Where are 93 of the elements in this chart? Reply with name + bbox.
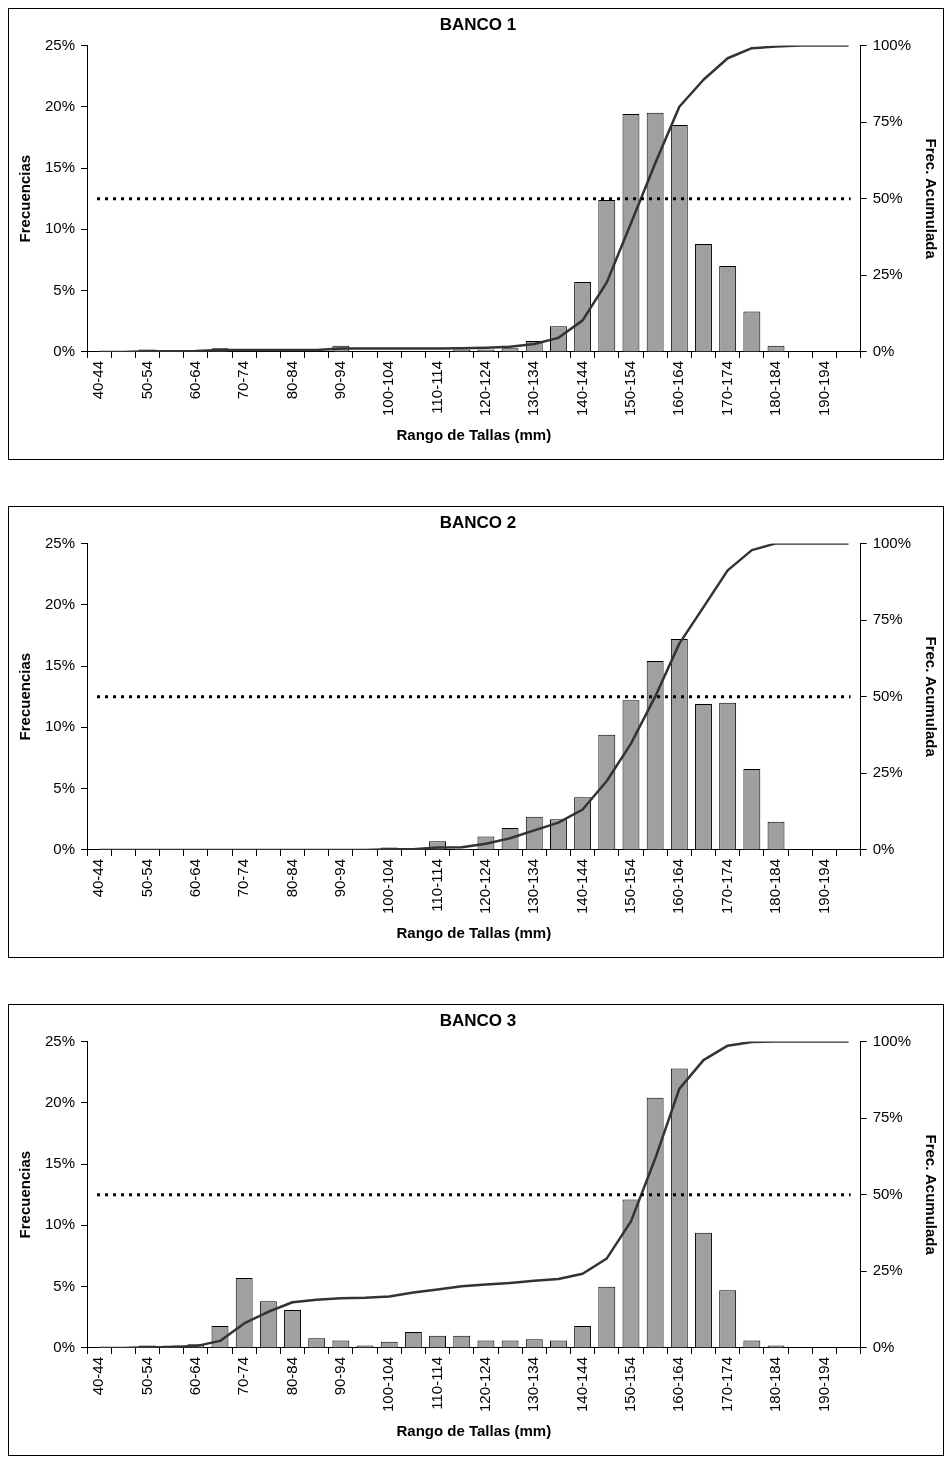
chart-title: BANCO 3 xyxy=(439,1010,517,1030)
y-tick-label: 20% xyxy=(44,1092,76,1110)
x-tick-label: 70-74 xyxy=(234,360,252,400)
y2-tick-label: 25% xyxy=(872,1261,903,1279)
y2-tick-label: 100% xyxy=(872,1031,912,1049)
x-tick-label: 90-94 xyxy=(331,360,348,400)
x-tick-label: 120-124 xyxy=(476,1356,494,1413)
y-tick-label: 5% xyxy=(53,280,76,298)
x-tick-label: 190-194 xyxy=(814,858,832,915)
y-tick-label: 10% xyxy=(44,219,76,237)
x-tick-label: 60-64 xyxy=(185,360,203,400)
x-tick-label: 170-174 xyxy=(717,1356,735,1413)
x-tick-label: 90-94 xyxy=(331,1356,348,1396)
y-tick-label: 0% xyxy=(53,342,76,360)
x-tick-label: 60-64 xyxy=(185,858,203,898)
x-tick-label: 80-84 xyxy=(282,1356,300,1396)
y2-tick-label: 50% xyxy=(872,686,903,704)
x-tick-label: 80-84 xyxy=(282,360,300,400)
y-axis-title: Frecuencias xyxy=(16,154,34,243)
x-tick-label: 60-64 xyxy=(185,1356,203,1396)
x-tick-label: 90-94 xyxy=(331,858,348,898)
x-tick-label: 190-194 xyxy=(814,360,832,417)
y-axis-title: Frecuencias xyxy=(16,652,34,741)
y2-tick-label: 75% xyxy=(872,610,903,628)
x-tick-label: 130-134 xyxy=(524,858,542,915)
y-tick-label: 15% xyxy=(44,158,76,176)
chart-title: BANCO 1 xyxy=(439,14,517,34)
x-tick-label: 130-134 xyxy=(524,1356,542,1413)
x-tick-label: 100-104 xyxy=(379,858,397,915)
x-tick-label: 50-54 xyxy=(137,1356,155,1396)
y2-axis-title: Frec. Acumulada xyxy=(922,138,940,260)
x-tick-label: 110-114 xyxy=(427,1356,445,1410)
y2-tick-label: 0% xyxy=(872,342,895,360)
y2-tick-label: 0% xyxy=(872,840,895,858)
x-axis-title: Rango de Tallas (mm) xyxy=(396,1422,552,1440)
x-tick-label: 130-134 xyxy=(524,360,542,417)
x-tick-label: 50-54 xyxy=(137,360,155,400)
x-tick-label: 50-54 xyxy=(137,858,155,898)
y-tick-label: 20% xyxy=(44,594,76,612)
y-tick-label: 5% xyxy=(53,1276,76,1294)
x-tick-label: 100-104 xyxy=(379,1356,397,1413)
x-tick-label: 180-184 xyxy=(766,858,784,915)
x-tick-label: 110-114 xyxy=(427,858,445,912)
x-tick-label: 100-104 xyxy=(379,360,397,417)
x-tick-label: 80-84 xyxy=(282,858,300,898)
x-tick-label: 150-154 xyxy=(621,1356,639,1413)
y2-tick-label: 25% xyxy=(872,265,903,283)
y2-tick-label: 75% xyxy=(872,1108,903,1126)
x-tick-label: 40-44 xyxy=(89,360,107,400)
y-tick-label: 5% xyxy=(53,778,76,796)
y2-tick-label: 75% xyxy=(872,112,903,130)
x-tick-label: 70-74 xyxy=(234,1356,252,1396)
x-tick-label: 140-144 xyxy=(572,858,590,915)
x-tick-label: 160-164 xyxy=(669,1356,687,1413)
x-tick-label: 140-144 xyxy=(572,1356,590,1413)
x-tick-label: 190-194 xyxy=(814,1356,832,1413)
chart-title: BANCO 2 xyxy=(439,512,517,532)
x-tick-label: 70-74 xyxy=(234,858,252,898)
x-tick-label: 160-164 xyxy=(669,858,687,915)
x-tick-label: 40-44 xyxy=(89,858,107,898)
x-tick-label: 110-114 xyxy=(427,360,445,414)
y2-tick-label: 50% xyxy=(872,1184,903,1202)
y2-tick-label: 100% xyxy=(872,35,912,53)
y2-axis-title: Frec. Acumulada xyxy=(922,636,940,758)
x-tick-label: 180-184 xyxy=(766,360,784,417)
y2-tick-label: 25% xyxy=(872,763,903,781)
x-tick-label: 160-164 xyxy=(669,360,687,417)
y-tick-label: 10% xyxy=(44,717,76,735)
x-tick-label: 120-124 xyxy=(476,360,494,417)
y2-tick-label: 100% xyxy=(872,533,912,551)
x-axis-title: Rango de Tallas (mm) xyxy=(396,426,552,444)
y-tick-label: 20% xyxy=(44,96,76,114)
y-tick-label: 15% xyxy=(44,656,76,674)
y2-tick-label: 0% xyxy=(872,1338,895,1356)
x-tick-label: 180-184 xyxy=(766,1356,784,1413)
y-tick-label: 10% xyxy=(44,1215,76,1233)
x-tick-label: 120-124 xyxy=(476,858,494,915)
x-tick-label: 140-144 xyxy=(572,360,590,417)
y-axis-title: Frecuencias xyxy=(16,1150,34,1239)
x-axis-title: Rango de Tallas (mm) xyxy=(396,924,552,942)
y2-axis-title: Frec. Acumulada xyxy=(922,1134,940,1256)
y-tick-label: 0% xyxy=(53,1338,76,1356)
x-tick-label: 170-174 xyxy=(717,360,735,417)
x-tick-label: 150-154 xyxy=(621,360,639,417)
y-tick-label: 25% xyxy=(44,35,76,53)
y-tick-label: 15% xyxy=(44,1154,76,1172)
y2-tick-label: 50% xyxy=(872,188,903,206)
x-tick-label: 170-174 xyxy=(717,858,735,915)
y-tick-label: 25% xyxy=(44,533,76,551)
x-tick-label: 40-44 xyxy=(89,1356,107,1396)
x-tick-label: 150-154 xyxy=(621,858,639,915)
y-tick-label: 0% xyxy=(53,840,76,858)
y-tick-label: 25% xyxy=(44,1031,76,1049)
